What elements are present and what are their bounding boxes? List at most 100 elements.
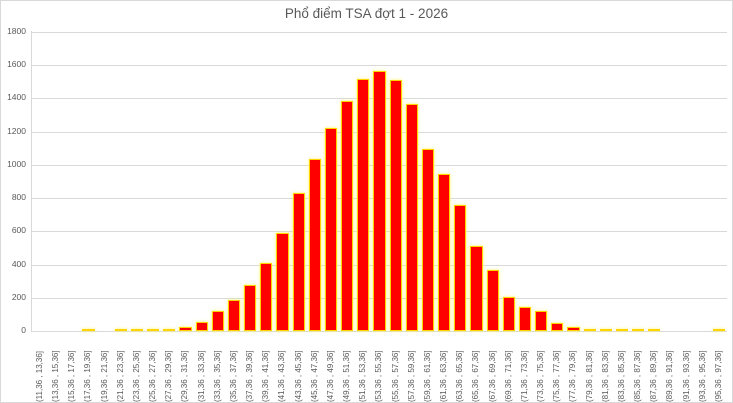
x-tick-text: (47,36 , 49,36]: [325, 350, 335, 402]
x-tick-label: (73,36 , 75,36]: [533, 336, 549, 402]
x-tick-text: (53,36 , 55,36]: [374, 350, 384, 402]
x-tick-text: (15,36 , 17,36]: [67, 350, 77, 402]
histogram-bar: [583, 328, 596, 331]
histogram-bar: [260, 262, 273, 331]
histogram-bar: [502, 296, 515, 331]
histogram-bar: [632, 329, 645, 331]
histogram-bar: [518, 306, 532, 331]
histogram-bar: [276, 232, 289, 331]
x-tick-label: (23,36 , 25,36]: [129, 336, 145, 402]
histogram-bar: [341, 100, 354, 331]
x-tick-text: (43,36 , 45,36]: [293, 350, 303, 402]
x-tick-label: (19,36 , 21,36]: [97, 336, 113, 402]
x-tick-label: (59,36 , 61,36]: [420, 336, 436, 402]
x-tick-text: (27,36 , 29,36]: [164, 350, 174, 402]
y-tick-label: 800: [11, 192, 26, 202]
histogram-bar: [615, 329, 629, 331]
x-tick-text: (35,36 , 37,36]: [228, 350, 238, 402]
x-tick-text: (13,36 , 15,36]: [51, 350, 61, 402]
x-tick-label: (17,36 , 19,36]: [80, 336, 96, 402]
x-tick-label: (47,36 , 49,36]: [323, 336, 339, 402]
x-tick-text: (71,36 , 73,36]: [519, 350, 529, 402]
x-tick-text: (79,36 , 81,36]: [584, 350, 594, 402]
histogram-bar: [130, 329, 144, 331]
x-tick-label: (93,36 , 95,36]: [695, 336, 711, 402]
x-tick-text: (87,36 , 89,36]: [649, 350, 659, 402]
x-tick-text: (11,36 , 13,36]: [35, 351, 44, 402]
x-tick-text: (33,36 , 35,36]: [212, 350, 222, 402]
x-tick-text: (65,36 , 67,36]: [471, 350, 481, 402]
x-tick-label: (35,36 , 37,36]: [226, 336, 242, 402]
x-tick-label: (95,36 , 97,36]: [711, 336, 727, 402]
histogram-bar: [82, 329, 95, 331]
x-tick-label: (79,36 , 81,36]: [582, 336, 598, 402]
x-tick-text: (17,36 , 19,36]: [83, 350, 93, 402]
x-tick-text: (21,36 , 23,36]: [115, 350, 125, 402]
x-tick-text: (31,36 , 33,36]: [196, 350, 206, 402]
x-tick-label: (45,36 , 47,36]: [307, 336, 323, 402]
histogram-bar: [373, 71, 386, 331]
x-tick-label: (71,36 , 73,36]: [517, 336, 533, 402]
x-tick-label: (83,36 , 85,36]: [614, 336, 630, 402]
x-tick-text: (85,36 , 87,36]: [633, 350, 643, 402]
x-tick-label: (87,36 , 89,36]: [646, 336, 662, 402]
histogram-bar: [308, 159, 321, 331]
histogram-bar: [324, 127, 338, 331]
x-tick-label: (61,36 , 63,36]: [436, 336, 452, 402]
x-tick-label: (91,36 , 93,36]: [679, 336, 695, 402]
x-tick-text: (57,36 , 59,36]: [406, 350, 416, 402]
x-tick-text: (89,36 , 91,36]: [665, 350, 675, 402]
x-tick-label: (77,36 , 79,36]: [565, 336, 581, 402]
histogram-bar: [438, 174, 451, 331]
x-tick-label: (81,36 , 83,36]: [598, 336, 614, 402]
histogram-bar: [486, 270, 499, 331]
x-tick-text: (49,36 , 51,36]: [342, 350, 352, 402]
x-tick-label: (21,36 , 23,36]: [113, 336, 129, 402]
x-tick-label: (69,36 , 71,36]: [501, 336, 517, 402]
y-tick-label: 1600: [7, 59, 26, 69]
y-axis-line: [31, 31, 32, 332]
y-tick-label: 1200: [7, 126, 26, 136]
histogram-bar: [163, 329, 176, 331]
x-tick-label: (41,36 , 43,36]: [274, 336, 290, 402]
x-tick-text: (95,36 , 97,36]: [713, 350, 723, 402]
x-tick-text: (19,36 , 21,36]: [99, 350, 109, 402]
x-tick-text: (67,36 , 69,36]: [487, 350, 497, 402]
y-tick-label: 1000: [7, 159, 26, 169]
histogram-bar: [389, 80, 402, 331]
histogram-bar: [292, 193, 305, 331]
histogram-bar: [114, 329, 127, 331]
x-tick-label: (33,36 , 35,36]: [210, 336, 226, 402]
gridline: [32, 32, 727, 33]
histogram-bar: [567, 327, 580, 331]
x-tick-text: (55,36 , 57,36]: [390, 350, 400, 402]
y-tick-label: 1800: [7, 26, 26, 36]
x-tick-label: (43,36 , 45,36]: [291, 336, 307, 402]
x-tick-label: (55,36 , 57,36]: [388, 336, 404, 402]
x-tick-text: (75,36 , 77,36]: [552, 350, 562, 402]
histogram-bar: [227, 300, 241, 331]
x-tick-text: (45,36 , 47,36]: [309, 350, 319, 402]
x-tick-text: (23,36 , 25,36]: [131, 350, 141, 402]
x-tick-label: (51,36 , 53,36]: [355, 336, 371, 402]
histogram-bar: [648, 329, 661, 331]
x-tick-text: (59,36 , 61,36]: [422, 350, 432, 402]
histogram-bar: [454, 204, 467, 331]
x-tick-text: (63,36 , 65,36]: [455, 350, 465, 402]
gridline: [32, 65, 727, 66]
histogram-bar: [195, 321, 208, 331]
histogram-bar: [244, 285, 257, 331]
x-tick-text: (69,36 , 71,36]: [503, 350, 513, 402]
x-tick-label: (85,36 , 87,36]: [630, 336, 646, 402]
histogram-bar: [357, 78, 370, 331]
x-tick-text: (61,36 , 63,36]: [439, 350, 449, 402]
histogram-bar: [421, 149, 435, 331]
x-tick-label: (37,36 , 39,36]: [242, 336, 258, 402]
histogram-bar: [405, 104, 418, 331]
histogram-bar: [599, 329, 612, 331]
x-tick-label: (27,36 , 29,36]: [161, 336, 177, 402]
x-tick-label: (75,36 , 77,36]: [549, 336, 565, 402]
x-tick-label: (67,36 , 69,36]: [485, 336, 501, 402]
x-tick-label: (89,36 , 91,36]: [662, 336, 678, 402]
x-tick-label: (13,36 , 15,36]: [48, 336, 64, 402]
